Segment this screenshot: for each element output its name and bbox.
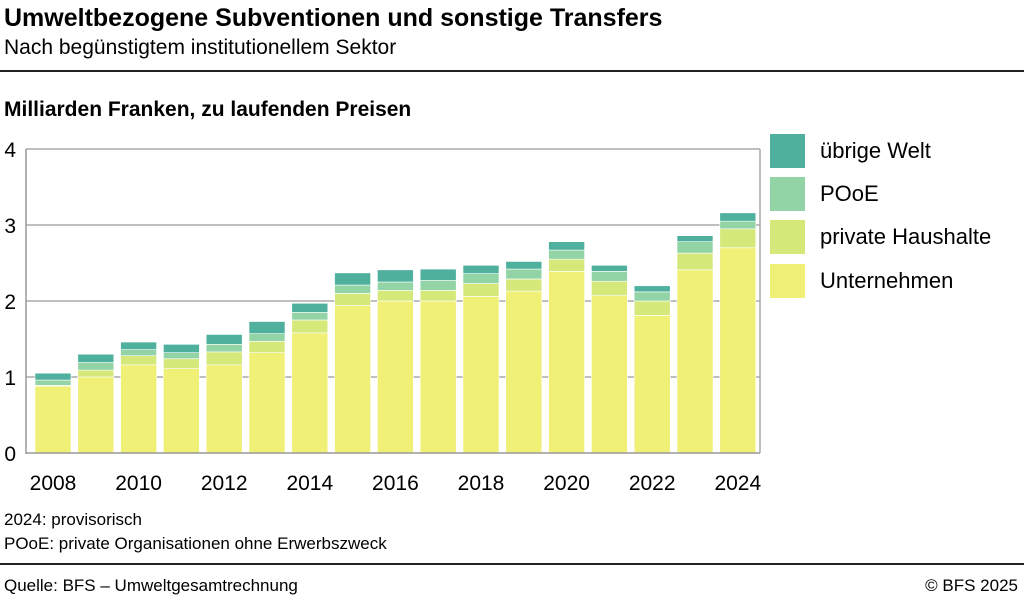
bar-segment-unternehmen-2013 bbox=[248, 352, 286, 454]
bar-segment-pooe-2016 bbox=[377, 281, 414, 291]
bar-segment-übrige-welt-2021 bbox=[591, 264, 628, 272]
bar-segment-unternehmen-2017 bbox=[419, 300, 457, 454]
chart-subtitle: Nach begünstigtem institutionellem Sekto… bbox=[4, 36, 397, 59]
bar-segment-übrige-welt-2015 bbox=[334, 272, 371, 286]
bar-segment-pooe-2008 bbox=[34, 379, 72, 386]
x-tick-label: 2012 bbox=[201, 472, 248, 495]
bar-segment-übrige-welt-2009 bbox=[77, 353, 115, 363]
top-rule bbox=[0, 70, 1024, 72]
bar-segment-übrige-welt-2018 bbox=[462, 264, 500, 274]
bar-segment-private-haushalte-2018 bbox=[462, 283, 500, 297]
bar-segment-private-haushalte-2019 bbox=[505, 278, 543, 292]
bar-segment-unternehmen-2019 bbox=[505, 290, 543, 454]
legend-label: private Haushalte bbox=[820, 224, 992, 249]
bar-segment-pooe-2023 bbox=[676, 241, 714, 254]
legend-swatch bbox=[770, 220, 805, 254]
bar-segment-unternehmen-2011 bbox=[163, 368, 200, 454]
bar-segment-pooe-2018 bbox=[462, 273, 500, 284]
x-tick-label: 2020 bbox=[543, 472, 590, 495]
source: Quelle: BFS – Umweltgesamtrechnung bbox=[4, 576, 298, 595]
copyright: © BFS 2025 bbox=[925, 576, 1018, 595]
bar-segment-übrige-welt-2011 bbox=[163, 344, 200, 353]
bar-segment-pooe-2009 bbox=[77, 362, 115, 371]
bar-segment-private-haushalte-2014 bbox=[291, 319, 329, 334]
legend-label: Unternehmen bbox=[820, 268, 954, 293]
bottom-rule bbox=[0, 563, 1024, 565]
bar-segment-private-haushalte-2011 bbox=[163, 358, 200, 369]
y-tick-label: 0 bbox=[4, 443, 16, 466]
bar-segment-unternehmen-2008 bbox=[34, 385, 72, 454]
footnote-provisional: 2024: provisorisch bbox=[4, 510, 142, 529]
footnote-pooe: POoE: private Organisationen ohne Erwerb… bbox=[4, 534, 387, 553]
x-tick-label: 2014 bbox=[286, 472, 333, 495]
bar-segment-private-haushalte-2024 bbox=[719, 228, 757, 249]
x-tick-label: 2010 bbox=[115, 472, 162, 495]
bar-segment-private-haushalte-2009 bbox=[77, 369, 115, 378]
x-tick-label: 2022 bbox=[629, 472, 676, 495]
bar-segment-private-haushalte-2012 bbox=[205, 351, 243, 366]
bar-segment-pooe-2014 bbox=[291, 312, 329, 321]
legend-swatch bbox=[770, 134, 805, 168]
y-axis-label: Milliarden Franken, zu laufenden Preisen bbox=[4, 98, 412, 121]
y-tick-label: 4 bbox=[4, 139, 16, 162]
bar-segment-pooe-2011 bbox=[163, 352, 200, 360]
bar-segment-private-haushalte-2022 bbox=[633, 300, 671, 316]
bar-segment-übrige-welt-2020 bbox=[548, 241, 585, 251]
bar-segment-unternehmen-2024 bbox=[719, 247, 757, 454]
bar-segment-unternehmen-2012 bbox=[205, 364, 243, 454]
bar-segment-übrige-welt-2019 bbox=[505, 261, 543, 270]
legend-label: POoE bbox=[820, 181, 879, 206]
bar-segment-übrige-welt-2023 bbox=[676, 235, 714, 243]
bar-segment-pooe-2015 bbox=[334, 284, 371, 294]
bar-segment-pooe-2012 bbox=[205, 344, 243, 353]
bar-segment-unternehmen-2015 bbox=[334, 305, 371, 454]
y-tick-label: 1 bbox=[4, 367, 16, 390]
x-tick-label: 2024 bbox=[714, 472, 761, 495]
bar-segment-unternehmen-2014 bbox=[291, 332, 329, 454]
bar-segment-pooe-2019 bbox=[505, 268, 543, 280]
bar-segment-unternehmen-2022 bbox=[633, 315, 671, 454]
bar-segment-pooe-2010 bbox=[120, 349, 157, 357]
bar-segment-übrige-welt-2012 bbox=[205, 334, 243, 345]
x-tick-label: 2018 bbox=[458, 472, 505, 495]
bar-segment-übrige-welt-2014 bbox=[291, 302, 329, 313]
x-tick-label: 2016 bbox=[372, 472, 419, 495]
x-tick-label: 2008 bbox=[30, 472, 77, 495]
bar-segment-private-haushalte-2021 bbox=[591, 280, 628, 296]
bar-segment-private-haushalte-2016 bbox=[377, 290, 414, 302]
legend-swatch bbox=[770, 177, 805, 211]
bar-segment-private-haushalte-2010 bbox=[120, 355, 157, 366]
y-tick-label: 3 bbox=[4, 215, 16, 238]
bar-segment-private-haushalte-2015 bbox=[334, 293, 371, 306]
bar-segment-pooe-2021 bbox=[591, 271, 628, 282]
bar-segment-private-haushalte-2013 bbox=[248, 340, 286, 353]
bar-segment-private-haushalte-2020 bbox=[548, 258, 585, 272]
bar-segment-unternehmen-2018 bbox=[462, 296, 500, 454]
bar-segment-übrige-welt-2024 bbox=[719, 212, 757, 222]
bar-segment-pooe-2017 bbox=[419, 280, 457, 291]
bar-segment-pooe-2024 bbox=[719, 220, 757, 230]
bar-segment-pooe-2022 bbox=[633, 291, 671, 302]
bar-segment-übrige-welt-2017 bbox=[419, 268, 457, 281]
chart-title: Umweltbezogene Subventionen und sonstige… bbox=[4, 4, 663, 32]
legend-label: übrige Welt bbox=[820, 138, 931, 163]
bar-segment-übrige-welt-2013 bbox=[248, 321, 286, 334]
bar-segment-unternehmen-2009 bbox=[77, 376, 115, 454]
bar-segment-übrige-welt-2022 bbox=[633, 285, 671, 293]
bar-segment-unternehmen-2020 bbox=[548, 271, 585, 454]
legend-swatch bbox=[770, 264, 805, 298]
bar-segment-private-haushalte-2017 bbox=[419, 290, 457, 302]
bar-segment-übrige-welt-2008 bbox=[34, 372, 72, 381]
bar-segment-übrige-welt-2010 bbox=[120, 341, 157, 350]
bar-segment-unternehmen-2021 bbox=[591, 295, 628, 454]
bar-segment-pooe-2013 bbox=[248, 333, 286, 342]
bar-segment-unternehmen-2010 bbox=[120, 364, 157, 454]
y-tick-label: 2 bbox=[4, 291, 16, 314]
bar-segment-private-haushalte-2023 bbox=[676, 252, 714, 271]
bar-segment-pooe-2020 bbox=[548, 249, 585, 260]
bar-segment-übrige-welt-2016 bbox=[377, 269, 414, 283]
bar-segment-unternehmen-2016 bbox=[377, 300, 414, 454]
bar-segment-unternehmen-2023 bbox=[676, 269, 714, 454]
